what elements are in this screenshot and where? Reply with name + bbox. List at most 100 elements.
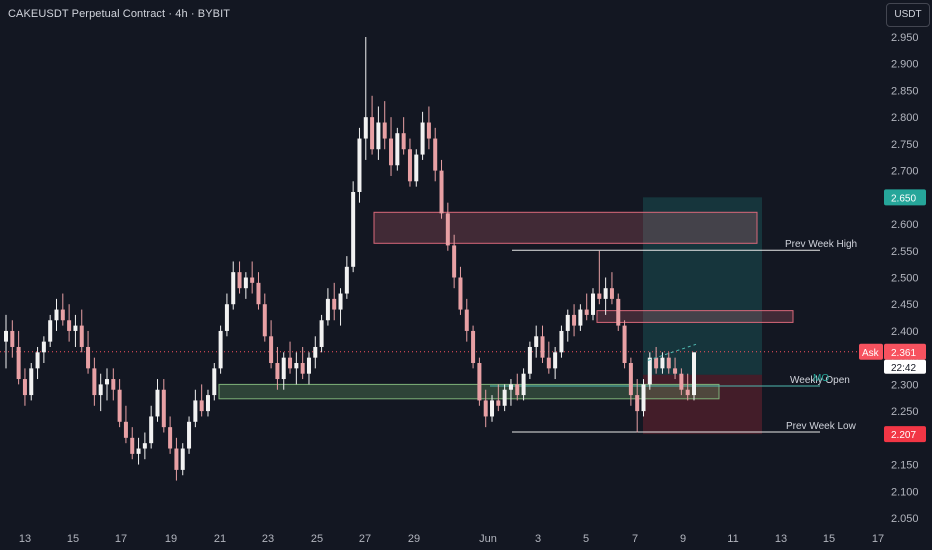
candle xyxy=(92,357,97,406)
chart-title: CAKEUSDT Perpetual Contract · 4h · BYBIT xyxy=(8,8,231,20)
target-price-tag-bg xyxy=(884,189,926,206)
countdown-timer: 22:42 xyxy=(891,363,916,374)
candle xyxy=(199,384,204,417)
candle xyxy=(679,368,684,396)
candle xyxy=(445,202,450,251)
candle xyxy=(483,389,488,428)
candle-body xyxy=(616,298,621,326)
candle xyxy=(521,368,526,401)
candle-body xyxy=(313,346,318,358)
candle xyxy=(401,117,406,155)
candle-body xyxy=(546,357,551,369)
candle-body xyxy=(199,400,204,412)
candle xyxy=(357,127,362,203)
x-tick-label: Jun xyxy=(479,533,497,545)
candle-body xyxy=(679,373,684,390)
candle xyxy=(313,336,318,369)
position-target-zone xyxy=(643,197,762,375)
ask-label: Ask xyxy=(862,348,880,359)
candle-body xyxy=(351,191,356,267)
candle-body xyxy=(319,320,324,347)
candle-body xyxy=(256,282,261,305)
y-tick-label: 2.800 xyxy=(891,112,919,124)
candle xyxy=(553,346,558,380)
candle-body xyxy=(149,416,154,444)
candle-body xyxy=(540,336,545,358)
candle xyxy=(86,330,91,374)
candle xyxy=(426,106,431,150)
candle xyxy=(300,346,305,380)
candle-body xyxy=(673,368,678,374)
y-tick-label: 2.400 xyxy=(891,326,919,338)
candle-body xyxy=(104,379,109,385)
candle xyxy=(123,405,128,444)
candle-body xyxy=(515,384,520,396)
candle-body xyxy=(508,384,513,390)
candle xyxy=(48,314,53,347)
x-tick-label: 5 xyxy=(583,533,589,545)
candle xyxy=(578,304,583,331)
candle xyxy=(635,379,640,433)
candle-body xyxy=(584,309,589,315)
y-tick-label: 2.150 xyxy=(891,460,919,472)
candle xyxy=(10,320,15,358)
candle-body xyxy=(54,309,59,321)
y-tick-label: 2.100 xyxy=(891,486,919,498)
candle xyxy=(288,341,293,374)
candle-body xyxy=(692,352,696,396)
x-tick-label: 21 xyxy=(214,533,226,545)
time-axis[interactable]: 13 15 17 19 21 23 25 27 29 Jun 3 5 7 9 11 13 15 17 xyxy=(19,533,884,545)
candle-body xyxy=(553,352,558,369)
price-axis[interactable]: 2.950 2.900 2.850 2.800 2.750 2.700 2.650 2.600… xyxy=(891,32,919,525)
candle xyxy=(654,346,659,374)
candle-body xyxy=(597,293,602,299)
candle-body xyxy=(168,427,173,449)
candle xyxy=(692,352,696,401)
candle xyxy=(306,352,311,385)
candle xyxy=(685,373,690,401)
level-label: Prev Week Low xyxy=(786,421,857,432)
candle xyxy=(540,325,545,364)
y-tick-label: 2.550 xyxy=(891,246,919,258)
candle xyxy=(174,437,179,481)
demand-zone xyxy=(218,383,720,400)
last-price-tag-bg xyxy=(884,343,926,360)
x-tick-label: 9 xyxy=(680,533,686,545)
candle-body xyxy=(426,122,431,139)
candle xyxy=(243,272,248,299)
candle xyxy=(29,363,34,401)
candle xyxy=(237,261,242,294)
candle-body xyxy=(243,277,248,289)
candle-body xyxy=(420,122,425,155)
candle xyxy=(332,282,337,321)
candle xyxy=(363,37,368,160)
level-label: Weekly Open xyxy=(790,375,850,386)
candle xyxy=(628,357,633,406)
candle-body xyxy=(414,154,419,182)
candle-body xyxy=(86,346,91,369)
candle xyxy=(370,95,375,155)
candle-body xyxy=(521,373,526,396)
candle-body xyxy=(117,389,122,422)
currency-button[interactable]: USDT xyxy=(886,3,930,27)
candle xyxy=(218,325,223,374)
candle-body xyxy=(187,421,192,449)
level-label: Prev Week High xyxy=(785,239,857,250)
candle xyxy=(149,405,154,449)
candle xyxy=(205,389,210,417)
candle-body xyxy=(490,400,495,417)
candle-body xyxy=(344,266,349,294)
candle-body xyxy=(578,309,583,326)
candle-body xyxy=(10,330,15,347)
candle xyxy=(281,352,286,390)
candle-body xyxy=(654,357,659,369)
candle-body xyxy=(641,384,646,412)
candle-body xyxy=(559,330,564,353)
candle xyxy=(452,234,457,289)
candle-body xyxy=(79,325,84,347)
countdown-bg xyxy=(884,359,926,374)
candle-body xyxy=(685,389,690,396)
candle-body xyxy=(193,400,198,422)
candle xyxy=(4,314,8,369)
